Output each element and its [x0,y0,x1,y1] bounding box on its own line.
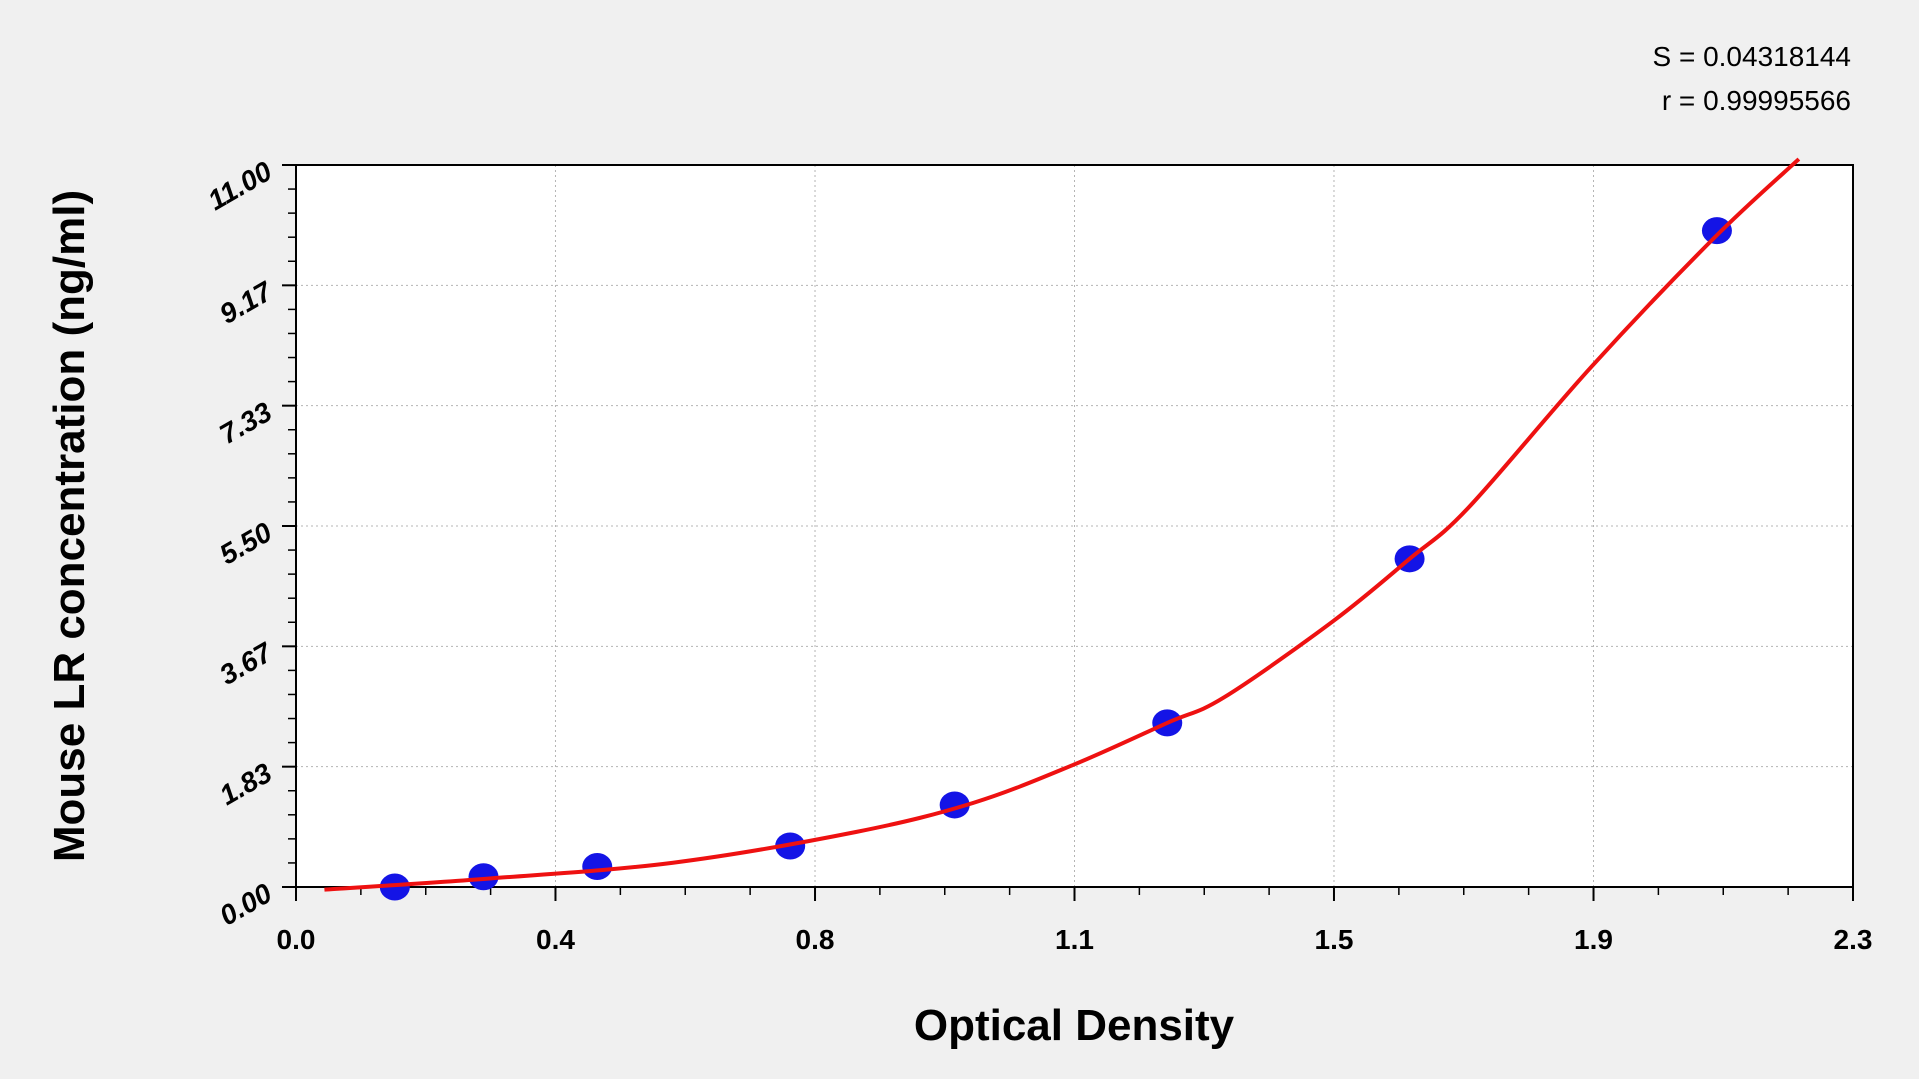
x-tick-label: 0.4 [536,924,575,955]
fit-curve [324,157,1801,892]
y-tick-label: 9.17 [214,275,278,330]
plot-frame [295,164,1854,888]
y-axis-title: Mouse LR concentration (ng/ml) [45,190,94,862]
annotation: r = 0.99995566 [1662,85,1851,116]
y-tick-label: 0.00 [214,877,277,931]
data-point [1701,217,1732,245]
y-tick-label: 3.67 [214,636,278,691]
x-tick-label: 0.0 [277,924,316,955]
data-point [468,863,499,891]
x-tick-label: 0.8 [796,924,835,955]
annotation: S = 0.04318144 [1652,41,1851,72]
y-tick-label: 7.33 [214,396,277,450]
x-axis-title: Optical Density [914,1001,1235,1050]
y-tick-label: 1.83 [214,757,277,811]
x-tick-label: 1.1 [1055,924,1094,955]
data-point [582,852,613,880]
y-tick-label: 11.00 [203,155,278,216]
x-tick-label: 1.9 [1574,924,1613,955]
y-tick-label: 5.50 [214,516,277,570]
x-tick-label: 2.3 [1834,924,1873,955]
x-tick-label: 1.5 [1315,924,1354,955]
